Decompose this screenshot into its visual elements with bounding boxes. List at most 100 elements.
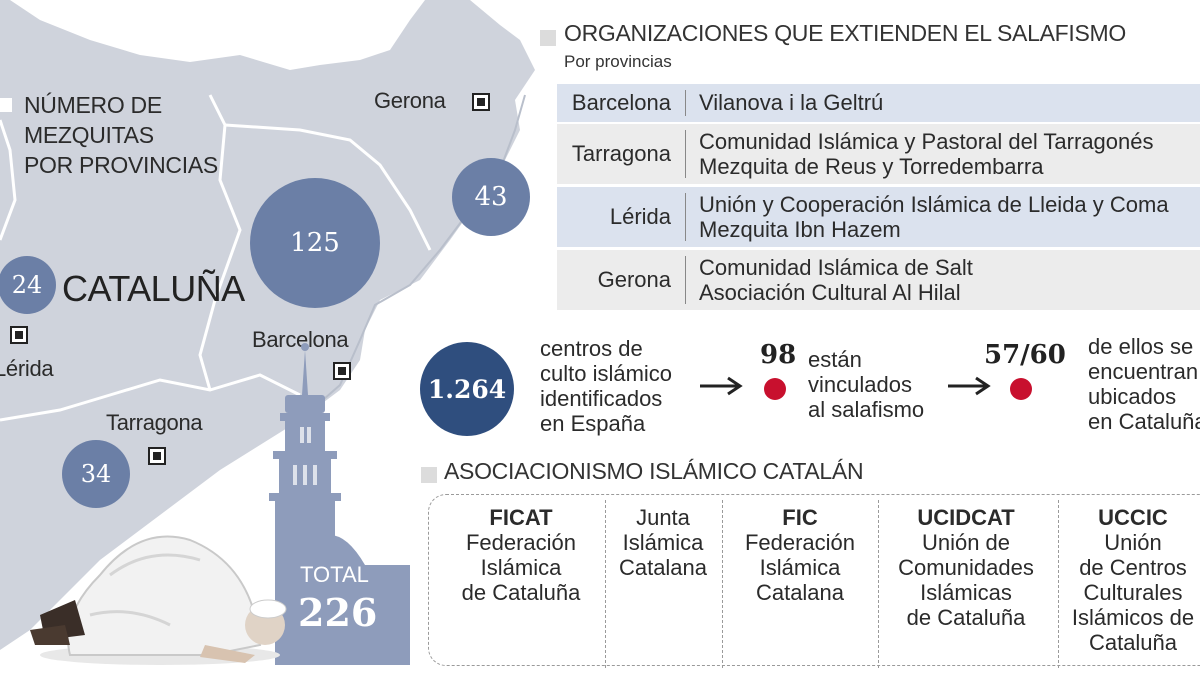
city-marker-icon bbox=[472, 93, 490, 111]
mosque-count-tarragona: 34 bbox=[62, 440, 130, 508]
city-label-lerida: Lérida bbox=[0, 356, 54, 381]
mosque-count-gerona-value: 43 bbox=[474, 182, 508, 212]
org-name: Vilanova i la Geltrú bbox=[699, 90, 884, 115]
linked-text-line: al salafismo bbox=[808, 397, 925, 422]
association-line: Federación bbox=[744, 530, 856, 555]
mosque-count-gerona: 43 bbox=[452, 158, 530, 236]
legend-title-line-3: POR PROVINCIAS bbox=[24, 152, 218, 178]
catalonia-text-line: ubicados bbox=[1088, 384, 1177, 409]
association-ficat: FICAT Federación Islámica de Cataluña bbox=[440, 505, 602, 605]
org-row-orgs: Vilanova i la Geltrú bbox=[699, 90, 883, 115]
org-row-gerona: Gerona Comunidad Islámica de Salt Asocia… bbox=[557, 250, 1200, 310]
red-dot-icon bbox=[1010, 378, 1032, 400]
organizations-title: ORGANIZACIONES QUE EXTIENDEN EL SALAFISM… bbox=[564, 20, 1126, 46]
association-uccic: UCCIC Unión de Centros Culturales Islámi… bbox=[1060, 505, 1200, 655]
linked-text-line: vinculados bbox=[808, 372, 912, 397]
association-line: Unión de bbox=[921, 530, 1011, 555]
association-fic: FIC Federación Islámica Catalana bbox=[724, 505, 876, 605]
city-label-barcelona: Barcelona bbox=[252, 327, 349, 352]
province-boundary bbox=[224, 123, 432, 251]
centers-bubble: 1.264 bbox=[420, 342, 514, 436]
association-line: Catalana bbox=[618, 555, 708, 580]
catalonia-text-line: en Cataluña bbox=[1088, 409, 1200, 434]
association-line: de Cataluña bbox=[461, 580, 581, 605]
legend-title-line-1: NÚMERO DE bbox=[24, 92, 162, 118]
association-divider bbox=[878, 500, 879, 668]
association-divider bbox=[605, 500, 606, 668]
section-bullet-icon bbox=[540, 30, 556, 46]
association-acronym: FICAT bbox=[489, 505, 553, 530]
total-value: 226 bbox=[298, 590, 378, 635]
total-label: TOTAL bbox=[300, 562, 369, 587]
association-line: de Cataluña bbox=[906, 605, 1026, 630]
association-line: Islámicos de bbox=[1071, 605, 1195, 630]
row-divider bbox=[685, 193, 686, 241]
association-line: Cataluña bbox=[1088, 630, 1178, 655]
minaret-illustration bbox=[269, 343, 410, 665]
province-boundary bbox=[198, 94, 242, 391]
city-marker-icon bbox=[333, 362, 351, 380]
legend-square-icon bbox=[0, 98, 12, 112]
association-line: Islámica bbox=[480, 555, 562, 580]
association-divider bbox=[722, 500, 723, 668]
association-line: Culturales bbox=[1083, 580, 1183, 605]
organizations-subtitle: Por provincias bbox=[564, 52, 672, 71]
org-name: Comunidad Islámica y Pastoral del Tarrag… bbox=[699, 129, 1154, 154]
associations-box bbox=[428, 494, 1200, 666]
association-acronym: UCCIC bbox=[1098, 505, 1168, 530]
row-divider bbox=[685, 130, 686, 178]
mosque-count-barcelona-value: 125 bbox=[290, 228, 340, 258]
catalonia-text: de ellos se encuentran ubicados en Catal… bbox=[1088, 334, 1200, 434]
linked-text: están vinculados al salafismo bbox=[808, 347, 924, 422]
section-bullet-icon bbox=[421, 467, 437, 483]
linked-text-line: están bbox=[808, 347, 862, 372]
centers-text-line: culto islámico bbox=[540, 361, 673, 386]
org-name: Comunidad Islámica de Salt bbox=[699, 255, 973, 280]
arrow-right-icon bbox=[948, 376, 991, 396]
centers-value: 1.264 bbox=[427, 374, 507, 404]
catalonia-text-line: de ellos se bbox=[1088, 334, 1194, 359]
city-label-tarragona: Tarragona bbox=[106, 410, 203, 435]
org-row-orgs: Comunidad Islámica de Salt Asociación Cu… bbox=[699, 255, 973, 305]
catalonia-value: 57/60 bbox=[984, 340, 1066, 370]
org-name: Unión y Cooperación Islámica de Lleida y… bbox=[699, 192, 1169, 217]
org-name: Asociación Cultural Al Hilal bbox=[699, 280, 961, 305]
org-row-lerida: Lérida Unión y Cooperación Islámica de L… bbox=[557, 187, 1200, 247]
association-acronym: FIC bbox=[782, 505, 818, 530]
association-line: Islámicas bbox=[920, 580, 1012, 605]
association-ucidcat: UCIDCAT Unión de Comunidades Islámicas d… bbox=[880, 505, 1052, 630]
org-row-barcelona: Barcelona Vilanova i la Geltrú bbox=[557, 84, 1200, 122]
mosque-count-barcelona: 125 bbox=[250, 178, 380, 308]
province-boundary bbox=[0, 373, 301, 422]
association-line: Junta bbox=[636, 505, 690, 530]
row-divider bbox=[685, 90, 686, 116]
org-row-province: Tarragona bbox=[571, 141, 671, 166]
org-row-province: Barcelona bbox=[571, 90, 671, 115]
centers-text-line: centros de bbox=[540, 336, 643, 361]
org-name: Mezquita de Reus y Torredembarra bbox=[699, 154, 1044, 179]
red-dot-icon bbox=[764, 378, 786, 400]
arrow-right-icon bbox=[700, 376, 743, 396]
association-acronym: UCIDCAT bbox=[917, 505, 1015, 530]
org-name: Mezquita Ibn Hazem bbox=[699, 217, 901, 242]
praying-man-illustration bbox=[30, 535, 287, 665]
association-line: Catalana bbox=[755, 580, 845, 605]
centers-text-line: identificados bbox=[540, 386, 663, 411]
mosque-count-lerida-value: 24 bbox=[11, 271, 43, 299]
org-row-tarragona: Tarragona Comunidad Islámica y Pastoral … bbox=[557, 124, 1200, 184]
linked-value: 98 bbox=[760, 340, 797, 370]
association-divider bbox=[1058, 500, 1059, 668]
association-line: Islámica bbox=[759, 555, 841, 580]
centers-text: centros de culto islámico identificados … bbox=[540, 336, 672, 436]
association-line: Federación bbox=[465, 530, 577, 555]
association-line: Unión bbox=[1104, 530, 1162, 555]
row-divider bbox=[685, 256, 686, 304]
association-line: Comunidades bbox=[898, 555, 1034, 580]
associations-title: ASOCIACIONISMO ISLÁMICO CATALÁN bbox=[444, 458, 864, 484]
city-marker-icon bbox=[148, 447, 166, 465]
province-boundary bbox=[0, 119, 17, 241]
catalonia-text-line: encuentran bbox=[1088, 359, 1199, 384]
catalonia-shape bbox=[0, 0, 535, 650]
legend-title-line-2: MEZQUITAS bbox=[24, 122, 154, 148]
